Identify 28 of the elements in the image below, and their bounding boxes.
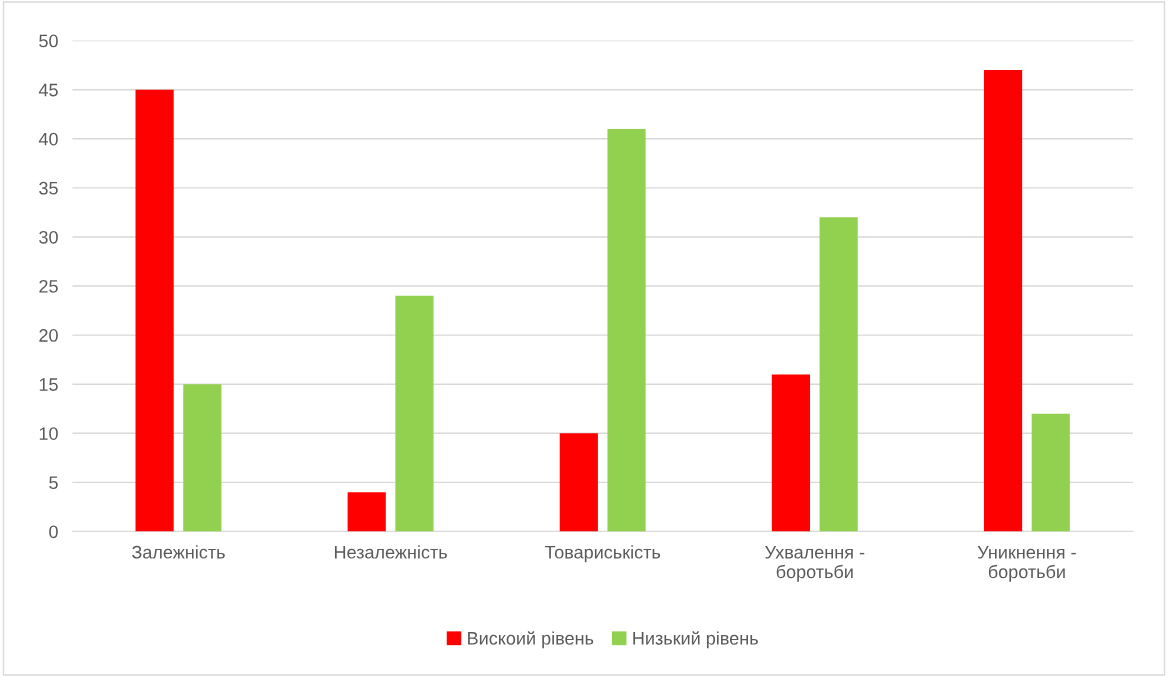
y-tick-label: 30 — [39, 230, 58, 244]
legend-label: Вискоий рівень — [468, 631, 594, 649]
bar — [771, 374, 811, 532]
y-tick-label: 50 — [39, 34, 58, 48]
bar — [395, 295, 434, 532]
bar — [183, 384, 222, 532]
bar — [559, 433, 598, 532]
legend-label: Низький рівень — [633, 631, 758, 649]
bar — [135, 89, 174, 532]
x-tick-label: Уникнення - боротьби — [977, 546, 1076, 582]
bar — [607, 128, 646, 532]
bar — [347, 492, 386, 532]
bar — [1031, 413, 1070, 532]
y-tick-label: 40 — [38, 132, 58, 146]
y-tick-label: 20 — [39, 329, 58, 342]
y-tick-label: 35 — [39, 181, 58, 195]
y-tick-label: 25 — [39, 279, 58, 293]
y-tick-label: 5 — [49, 476, 58, 490]
y-tick-label: 10 — [39, 427, 58, 440]
x-tick-label: Залежність — [132, 545, 225, 559]
x-tick-label: Незалежність — [335, 545, 447, 559]
bar — [819, 217, 858, 532]
y-tick-label: 45 — [38, 83, 58, 97]
y-tick-label: 15 — [39, 378, 58, 391]
y-tick-label: 0 — [49, 525, 58, 539]
x-tick-label: Ухвалення - боротьби — [765, 546, 865, 582]
bar — [983, 70, 1023, 532]
x-tick-label: Товариськість — [544, 545, 661, 563]
